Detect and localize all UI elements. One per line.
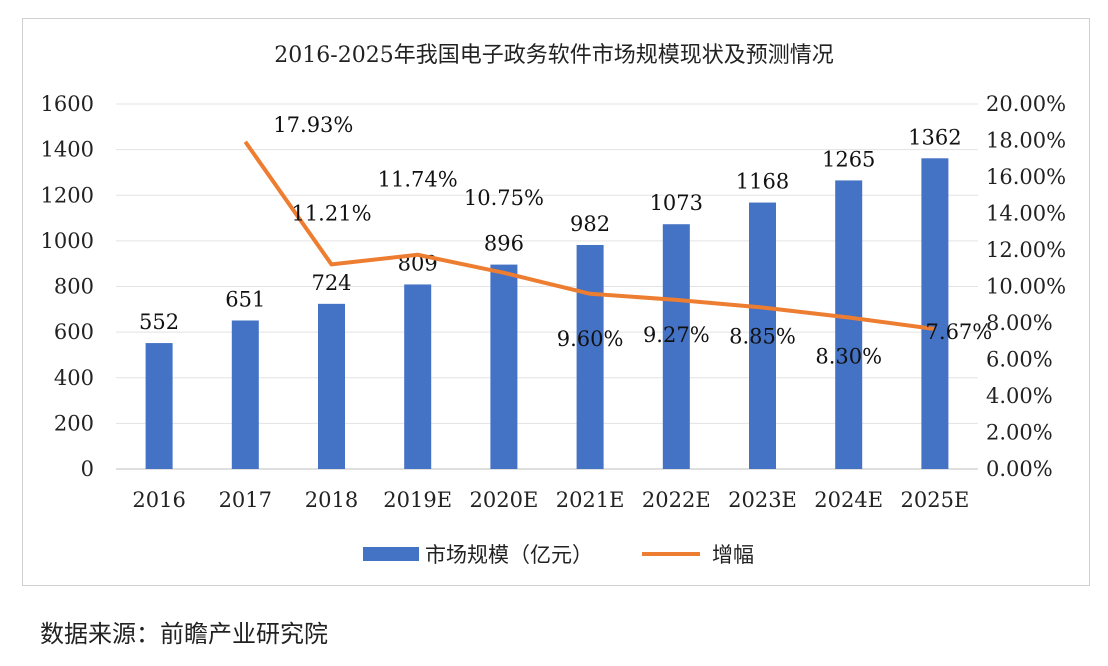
chart-container [22,18,1090,586]
line-value-label: 9.60% [557,327,624,351]
bar-value-label: 651 [225,287,265,311]
source-note: 数据来源：前瞻产业研究院 [40,620,328,648]
bar [662,224,690,469]
bar-value-label: 1362 [908,125,961,149]
left-tick-label: 600 [54,320,94,344]
bar-value-label: 896 [484,232,524,256]
line-value-label: 7.67% [926,320,993,344]
right-tick-label: 0.00% [986,457,1053,481]
bar [490,264,518,469]
growth-line [243,140,936,332]
line-value-label: 10.75% [464,186,544,210]
category-label: 2019E [383,488,452,512]
legend-label-line: 增幅 [712,543,754,567]
left-tick-label: 1400 [41,138,94,162]
bar [749,202,776,470]
right-tick-label: 6.00% [986,348,1053,372]
bar [921,158,949,469]
bar [231,320,259,469]
category-label: 2022E [642,488,711,512]
chart-title: 2016-2025年我国电子政务软件市场规模现状及预测情况 [274,43,833,68]
left-axis-ticks: 0 200 400 600 800 1000 1200 1400 1600 [41,92,94,481]
right-tick-label: 16.00% [986,165,1066,189]
left-tick-label: 1600 [41,92,94,116]
bar-value-label: 1073 [650,191,703,215]
right-tick-label: 14.00% [986,202,1066,226]
line-value-label: 8.30% [815,345,882,369]
category-labels: 2016 2017 2018 2019E 2020E 2021E 2022E 2023E 202… [132,488,969,512]
bar [145,343,173,469]
line-value-label: 8.85% [729,324,796,348]
legend-label-bar: 市场规模（亿元） [425,543,593,567]
bar [318,303,345,469]
legend-swatch-bar [363,547,419,561]
line-value-label: 17.93% [273,113,353,137]
category-label: 2017 [219,488,272,512]
right-tick-label: 2.00% [986,421,1053,445]
left-tick-label: 1200 [41,183,94,207]
category-label: 2021E [556,488,625,512]
right-tick-label: 20.00% [986,92,1066,116]
category-label: 2020E [470,488,539,512]
left-tick-label: 1000 [41,229,94,253]
line-value-label: 11.74% [378,168,458,192]
category-label: 2018 [305,488,358,512]
line-value-label: 9.27% [643,323,710,347]
bar-value-label: 724 [311,271,351,295]
line-value-label: 11.21% [291,201,371,225]
bar-value-label: 1265 [822,147,875,171]
left-tick-label: 200 [54,411,94,435]
right-tick-label: 10.00% [986,275,1066,299]
grid-lines [116,103,978,470]
bar [835,180,863,469]
left-tick-label: 400 [54,366,94,390]
category-label: 2023E [728,488,797,512]
category-label: 2024E [814,488,883,512]
line-series: 17.93% 11.21% 11.74%10.75% 9.60% 9.27% 8.85% 8… [243,113,993,369]
category-label: 2025E [901,488,970,512]
bar [576,244,604,469]
right-tick-label: 4.00% [986,384,1053,408]
bar-value-label: 552 [139,310,179,334]
right-tick-label: 12.00% [986,238,1066,262]
right-tick-label: 18.00% [986,129,1066,153]
legend: 市场规模（亿元） 增幅 [363,543,754,567]
left-tick-label: 0 [81,457,94,481]
right-axis-ticks: 0.00% 2.00% 4.00% 6.00% 8.00% 10.00% 12.00% 14.… [986,92,1066,481]
category-label: 2016 [132,488,185,512]
bar [404,284,432,469]
left-tick-label: 800 [54,275,94,299]
right-tick-label: 8.00% [986,311,1053,335]
bar-value-label: 982 [570,212,610,236]
bar-value-label: 1168 [736,170,789,194]
